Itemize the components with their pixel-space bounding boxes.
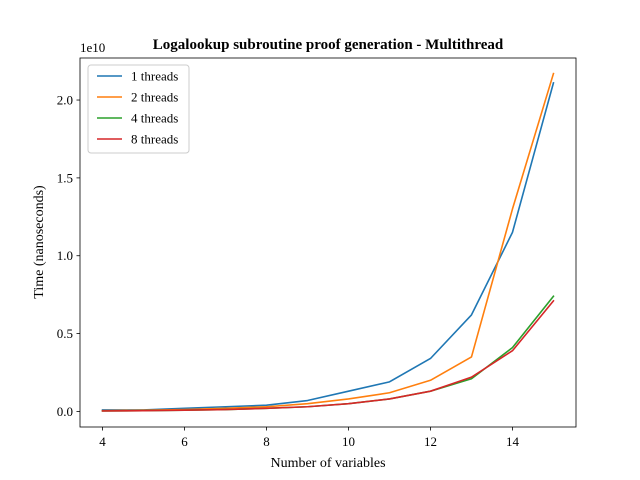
y-tick-label: 1.5 xyxy=(57,170,73,185)
series-line-3 xyxy=(101,295,555,412)
x-tick-label: 6 xyxy=(181,434,188,449)
legend-label: 1 threads xyxy=(131,69,178,84)
plot-lines xyxy=(101,72,555,412)
y-axis-label: Time (nanoseconds) xyxy=(32,185,47,299)
y-tick-label: 1.0 xyxy=(57,248,73,263)
x-tick-label: 10 xyxy=(342,434,355,449)
series-line-4 xyxy=(101,299,555,412)
x-tick-label: 14 xyxy=(506,434,520,449)
x-axis: 4 6 8 10 12 14 xyxy=(99,427,519,449)
legend-label: 8 threads xyxy=(131,132,178,147)
y-offset-text: 1e10 xyxy=(80,40,105,55)
x-tick-label: 4 xyxy=(99,434,106,449)
plot-frame xyxy=(79,57,577,428)
y-tick-label: 2.0 xyxy=(57,93,73,108)
legend-label: 2 threads xyxy=(131,90,178,105)
series-line-1 xyxy=(101,81,555,411)
legend: 1 threads 2 threads 4 threads 8 threads xyxy=(87,64,190,154)
y-axis: 0.0 0.5 1.0 1.5 2.0 xyxy=(57,93,80,419)
x-axis-label: Number of variables xyxy=(270,456,385,471)
y-tick-label: 0.0 xyxy=(57,404,73,419)
x-tick-label: 8 xyxy=(263,434,270,449)
y-tick-label: 0.5 xyxy=(57,326,73,341)
legend-label: 4 threads xyxy=(131,111,178,126)
legend-frame xyxy=(87,64,190,154)
x-tick-label: 12 xyxy=(424,434,437,449)
chart-title: Logalookup subroutine proof generation -… xyxy=(153,37,504,53)
